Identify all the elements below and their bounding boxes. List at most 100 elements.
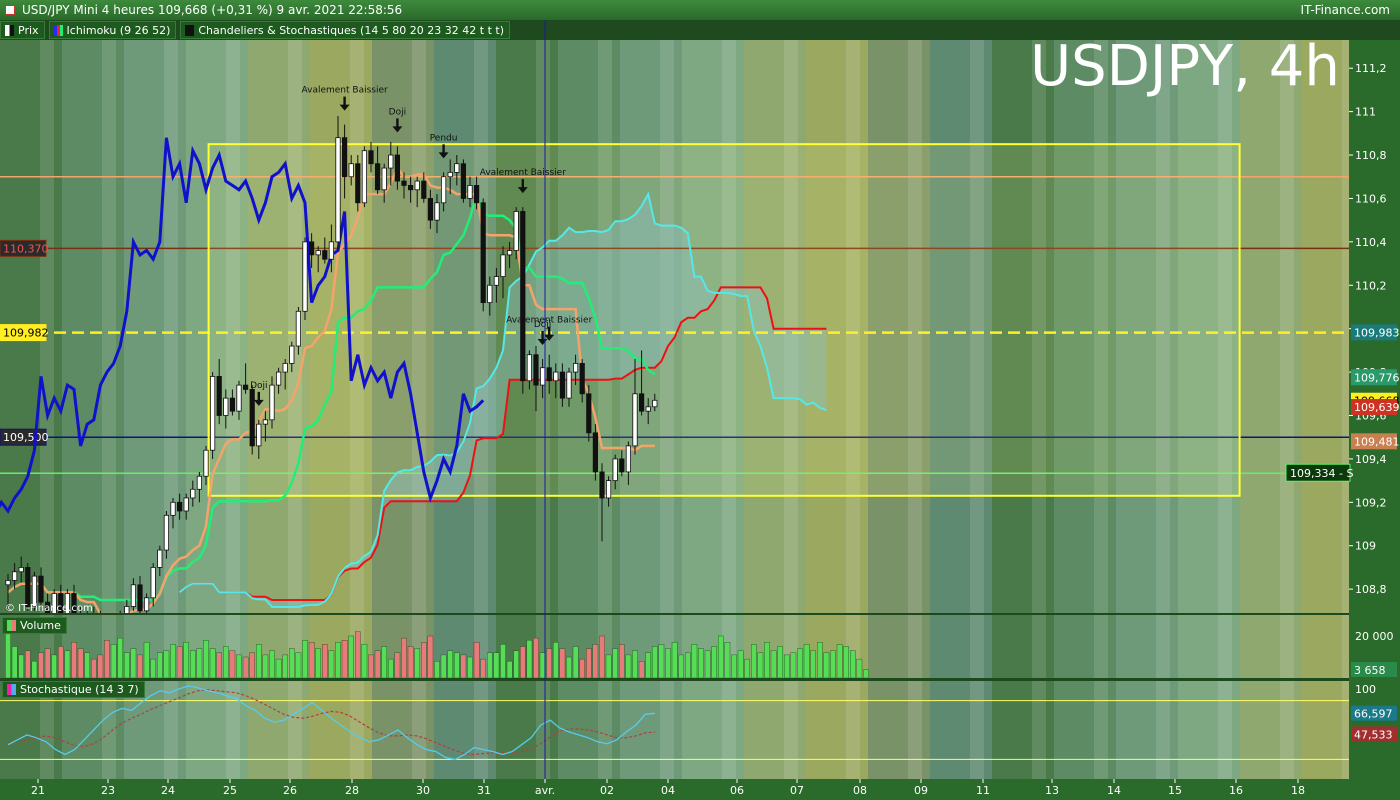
- candle: [130, 578, 136, 611]
- x-tick-label: 24: [161, 784, 175, 797]
- volume-bar: [269, 650, 275, 678]
- candle: [573, 354, 579, 386]
- volume-bar: [638, 661, 645, 678]
- candle: [606, 476, 612, 507]
- legend-volume-label: Volume: [20, 619, 61, 632]
- candle: [176, 493, 183, 520]
- candle: [51, 589, 57, 613]
- candle: [328, 224, 335, 273]
- background-stripe: [164, 40, 178, 779]
- volume-bar: [817, 642, 823, 678]
- candle: [586, 385, 592, 442]
- candle: [652, 393, 658, 412]
- legend-ichimoku-label: Ichimoku (9 26 52): [66, 23, 171, 37]
- window-title: USD/JPY Mini 4 heures 109,668 (+0,31 %) …: [22, 3, 403, 17]
- background-band: [1240, 40, 1302, 779]
- volume-bar: [64, 650, 71, 678]
- candlesticks: [5, 115, 658, 613]
- volume-bar: [724, 642, 731, 678]
- volume-bar: [262, 654, 269, 678]
- credit-label: © IT-Finance.com: [5, 603, 93, 614]
- candle: [619, 450, 625, 477]
- volume-bar: [361, 644, 368, 678]
- down-arrow-icon: [517, 179, 528, 194]
- pattern-annotation[interactable]: Doji: [250, 381, 268, 406]
- x-tick-label: 23: [101, 784, 115, 797]
- volume-bar: [216, 652, 223, 678]
- stochastic-k-label: 66,597: [1354, 708, 1393, 721]
- price-tag: 109,639: [1351, 399, 1400, 416]
- volume-bar: [196, 648, 203, 678]
- volume-bar: [249, 652, 256, 678]
- candle: [612, 454, 618, 490]
- y-tick-label: 110,4: [1355, 236, 1387, 249]
- range-box[interactable]: [207, 143, 1241, 497]
- candle: [500, 246, 506, 299]
- candle: [434, 194, 440, 234]
- candle: [282, 359, 288, 390]
- price-swatch-icon: [5, 24, 14, 36]
- candle: [341, 124, 348, 199]
- annotation-label: Doji: [534, 320, 551, 330]
- legend-price[interactable]: Prix: [0, 21, 45, 39]
- candle: [71, 584, 77, 613]
- annotation-label: Avalement Baissier: [301, 86, 388, 96]
- background-band: [992, 40, 1054, 779]
- legend-ichimoku[interactable]: Ichimoku (9 26 52): [48, 21, 177, 39]
- volume-bar: [236, 654, 242, 678]
- candle: [315, 246, 321, 273]
- candle: [454, 155, 460, 186]
- pattern-annotation[interactable]: Avalement Baissier: [506, 316, 593, 341]
- legend-candles[interactable]: Chandeliers & Stochastiques (14 5 80 20 …: [180, 21, 511, 39]
- pattern-annotation[interactable]: Avalement Baissier: [301, 86, 388, 111]
- background-stripe: [1156, 40, 1170, 779]
- candle: [223, 389, 229, 429]
- volume-bar: [473, 642, 480, 678]
- legend-volume[interactable]: Volume: [2, 617, 67, 634]
- volume-bar: [790, 652, 797, 678]
- candle: [553, 363, 559, 399]
- volume-bar: [242, 656, 249, 678]
- candle: [31, 571, 38, 611]
- volume-bar: [355, 631, 361, 678]
- price-tag-label: 109,983: [1354, 326, 1400, 339]
- volume-bar: [460, 654, 467, 678]
- stochastic-swatch-icon: [7, 684, 16, 695]
- volume-bar: [374, 650, 381, 678]
- volume-bar: [605, 654, 612, 678]
- candle: [275, 367, 282, 394]
- volume-bar: [526, 640, 533, 678]
- volume-bar: [718, 635, 724, 678]
- volume-bar: [764, 642, 770, 678]
- y-tick-label: 109: [1355, 540, 1376, 553]
- range-rectangle: [207, 143, 1241, 497]
- candle: [209, 372, 216, 459]
- level-tag-label: 109,500: [3, 431, 49, 444]
- volume-bar: [599, 635, 605, 678]
- volume-value-label: 3 658: [1354, 664, 1386, 677]
- volume-bar: [335, 642, 341, 678]
- candle: [407, 176, 414, 203]
- pattern-annotation[interactable]: Pendu: [430, 133, 458, 159]
- pattern-annotation[interactable]: Avalement Baissier: [480, 168, 567, 194]
- stochastic-k-tag: 66,597: [1351, 705, 1397, 721]
- candle: [401, 172, 407, 199]
- candle: [183, 493, 189, 520]
- candle: [335, 115, 341, 251]
- price-tag-label: 109,776: [1354, 371, 1400, 384]
- candle: [526, 350, 533, 390]
- volume-bar: [520, 646, 526, 678]
- level-tag-left: 110,370: [0, 239, 49, 257]
- y-tick-label: 110,6: [1355, 192, 1387, 205]
- senkou-span-a-line: [178, 191, 827, 608]
- volume-bar: [137, 654, 143, 678]
- volume-bar: [770, 650, 777, 678]
- volume-bar: [500, 644, 506, 678]
- down-arrow-icon: [544, 326, 555, 341]
- volume-bar: [150, 658, 157, 678]
- legend-stochastic[interactable]: Stochastique (14 3 7): [2, 681, 145, 698]
- x-tick-label: 07: [790, 784, 804, 797]
- pattern-annotation[interactable]: Doji: [389, 107, 406, 133]
